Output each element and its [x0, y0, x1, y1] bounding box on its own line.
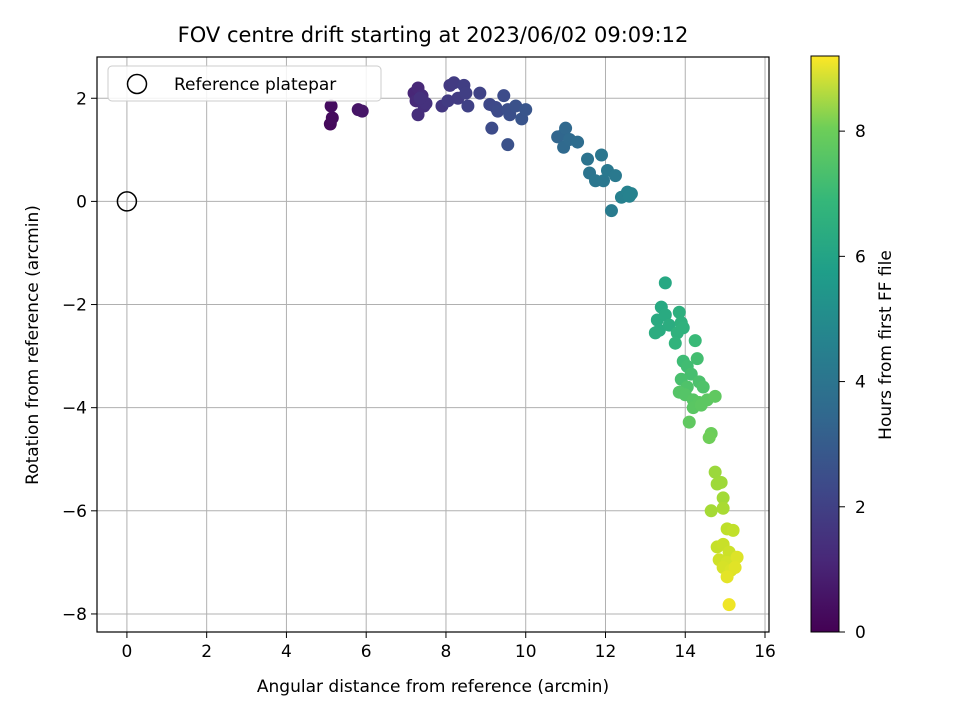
- data-point: [702, 431, 716, 445]
- x-tick-label: 8: [441, 642, 452, 662]
- data-point: [501, 138, 515, 152]
- data-point: [662, 318, 676, 332]
- x-tick-label: 6: [361, 642, 372, 662]
- data-point: [559, 121, 573, 135]
- data-point: [473, 86, 487, 100]
- data-point: [571, 135, 585, 149]
- x-tick-label: 4: [281, 642, 292, 662]
- colorbar-tick-label: 0: [855, 623, 866, 643]
- data-point: [682, 415, 696, 429]
- colorbar-tick-label: 2: [855, 498, 866, 518]
- data-point: [716, 491, 730, 505]
- data-point: [491, 104, 505, 118]
- colorbar-tick-label: 8: [855, 122, 866, 142]
- data-point: [658, 308, 672, 322]
- data-point: [730, 550, 744, 564]
- y-tick-label: 0: [76, 192, 87, 212]
- y-tick-label: 2: [76, 89, 87, 109]
- y-tick-label: −8: [62, 605, 87, 625]
- data-point: [668, 336, 682, 350]
- y-axis-ticks: −8 −6 −4 −2 0 2: [62, 89, 97, 625]
- data-point: [648, 326, 662, 340]
- data-point: [716, 501, 730, 515]
- data-point: [581, 152, 595, 166]
- x-tick-label: 10: [515, 642, 537, 662]
- x-axis-label: Angular distance from reference (arcmin): [257, 677, 609, 697]
- data-point: [497, 89, 511, 103]
- chart-title: FOV centre drift starting at 2023/06/02 …: [178, 23, 689, 47]
- data-point: [696, 380, 710, 394]
- data-point: [726, 523, 740, 537]
- data-point: [672, 305, 686, 319]
- colorbar-ticks: 0 2 4 6 8: [839, 122, 866, 643]
- reference-point: [116, 191, 138, 212]
- data-point: [608, 169, 622, 183]
- y-axis-label: Rotation from reference (arcmin): [23, 205, 43, 485]
- data-point: [688, 334, 702, 348]
- y-tick-label: −2: [62, 296, 87, 316]
- legend: Reference platepar: [107, 65, 382, 102]
- y-tick-label: −6: [62, 502, 87, 522]
- colorbar-tick-label: 6: [855, 247, 866, 267]
- data-point: [684, 367, 698, 381]
- data-point: [594, 148, 608, 162]
- data-point: [441, 94, 455, 108]
- data-point: [485, 121, 499, 135]
- data-point: [596, 174, 610, 188]
- legend-box: [107, 65, 382, 102]
- grid-lines: [97, 57, 769, 632]
- colorbar-tick-label: 4: [855, 373, 866, 393]
- data-point: [325, 111, 339, 125]
- data-point: [708, 465, 722, 479]
- data-point: [355, 104, 369, 118]
- y-tick-label: −4: [62, 399, 87, 419]
- plot-frame: [96, 56, 770, 633]
- x-tick-label: 0: [121, 642, 132, 662]
- data-point: [714, 475, 728, 489]
- x-tick-label: 16: [754, 642, 776, 662]
- data-points: [323, 76, 744, 612]
- data-point: [447, 76, 461, 90]
- data-point: [459, 86, 473, 100]
- reference-open-circle-icon: [116, 191, 138, 212]
- data-point: [704, 504, 718, 518]
- data-point: [622, 189, 636, 203]
- x-tick-label: 14: [674, 642, 696, 662]
- x-tick-label: 2: [201, 642, 212, 662]
- colorbar-label: Hours from first FF file: [876, 250, 896, 440]
- data-point: [722, 598, 736, 612]
- data-point: [324, 99, 338, 113]
- data-point: [413, 91, 427, 105]
- data-point: [519, 103, 533, 117]
- x-tick-label: 12: [595, 642, 617, 662]
- data-point: [604, 204, 618, 218]
- data-point: [461, 99, 475, 113]
- colorbar: [810, 55, 840, 633]
- data-point: [509, 99, 523, 113]
- data-point: [708, 389, 722, 403]
- data-point: [670, 326, 684, 340]
- data-point: [720, 570, 734, 584]
- data-point: [690, 352, 704, 366]
- legend-entry-reference-platepar: Reference platepar: [174, 75, 336, 95]
- legend-open-circle-icon: [126, 73, 148, 95]
- data-point: [658, 276, 672, 290]
- x-axis-ticks: 0 2 4 6 8 10 12 14 16: [121, 632, 776, 662]
- data-point: [728, 561, 742, 575]
